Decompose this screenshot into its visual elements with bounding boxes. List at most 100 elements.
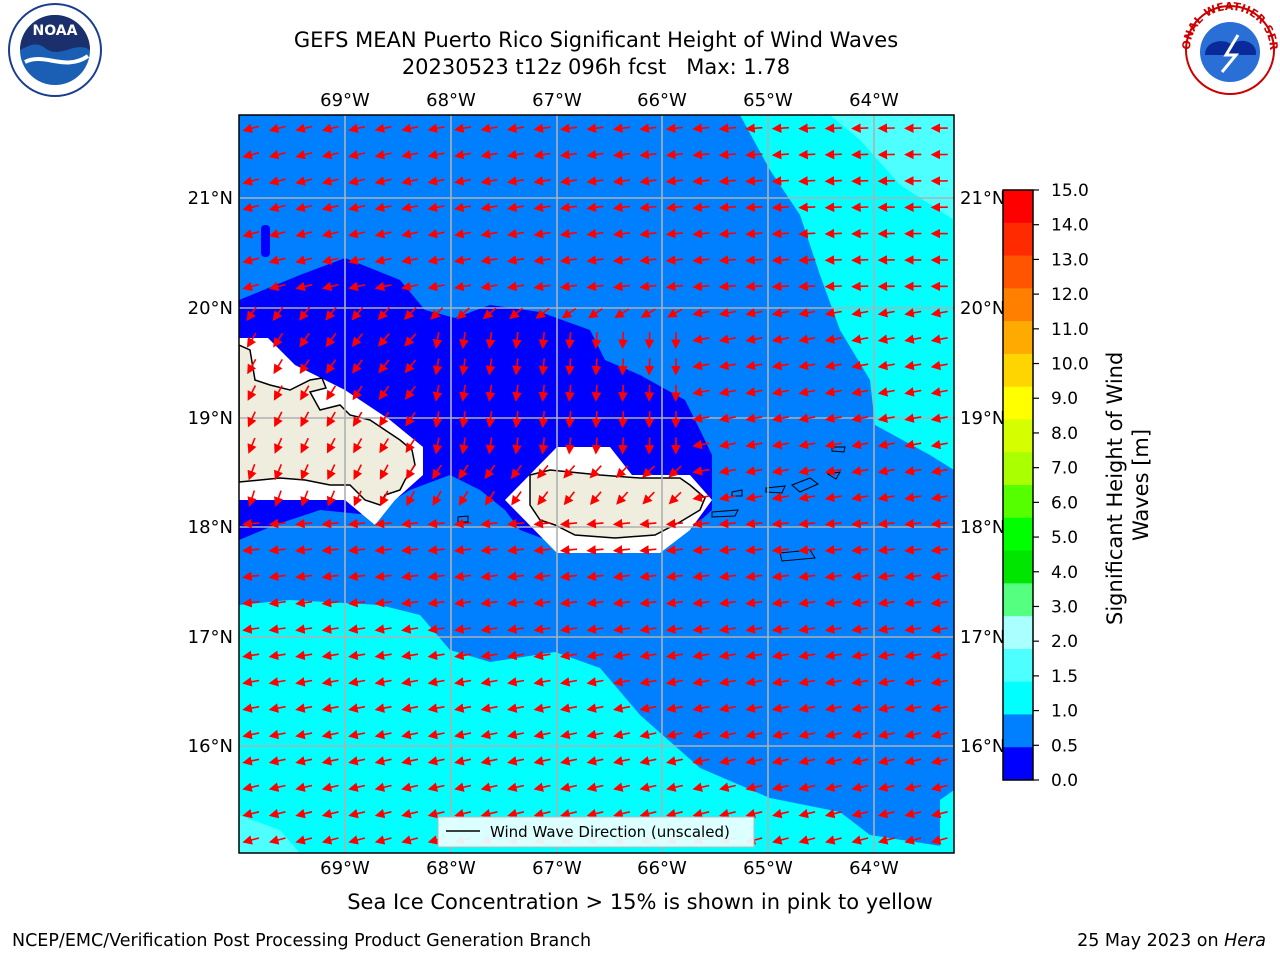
lon-tick-top: 69°W <box>320 90 370 111</box>
wind-wave-arrow <box>639 176 657 186</box>
wind-wave-arrow <box>718 466 736 476</box>
wind-wave-arrow <box>506 281 525 292</box>
wind-wave-arrow <box>295 123 313 133</box>
wind-wave-arrow <box>692 466 710 476</box>
wind-wave-arrow <box>718 571 736 582</box>
wind-wave-arrow <box>242 255 260 265</box>
wind-wave-arrow <box>401 149 419 160</box>
wind-wave-arrow <box>454 782 472 792</box>
wind-wave-arrow <box>718 439 736 450</box>
wind-wave-arrow <box>374 808 392 819</box>
wind-wave-arrow <box>824 202 842 213</box>
wind-wave-arrow <box>644 411 655 429</box>
wind-wave-arrow <box>348 176 366 186</box>
wind-wave-arrow <box>459 331 469 350</box>
wind-wave-arrow <box>824 808 842 819</box>
wind-wave-arrow <box>480 650 498 661</box>
wind-wave-arrow <box>644 437 655 455</box>
wind-wave-arrow <box>745 360 763 371</box>
wind-wave-arrow <box>512 411 522 429</box>
wind-wave-arrow <box>718 255 736 265</box>
wind-wave-arrow <box>771 703 789 713</box>
wind-wave-arrow <box>718 176 736 186</box>
wind-wave-arrow <box>904 597 922 608</box>
wind-wave-arrow <box>668 465 682 478</box>
wind-wave-arrow <box>851 545 869 555</box>
wind-wave-arrow <box>242 808 260 819</box>
wind-wave-arrow <box>586 202 604 213</box>
wind-wave-arrow <box>771 729 789 740</box>
wind-wave-arrow <box>268 650 286 661</box>
wind-wave-arrow <box>851 413 869 423</box>
wind-wave-arrow <box>300 437 310 454</box>
wind-wave-arrow <box>930 835 948 845</box>
wind-wave-arrow <box>506 228 525 239</box>
wind-wave-arrow <box>798 756 816 766</box>
wind-wave-arrow <box>615 465 629 479</box>
wind-wave-arrow <box>348 255 366 265</box>
wind-wave-arrow <box>485 411 496 429</box>
wind-wave-arrow <box>745 281 763 292</box>
wind-wave-arrow <box>246 332 257 348</box>
colorbar-swatch <box>1003 222 1033 257</box>
wind-wave-arrow <box>586 255 604 265</box>
colorbar-swatch <box>1003 353 1033 388</box>
wind-wave-arrow <box>274 490 284 507</box>
wind-wave-arrow <box>401 703 419 713</box>
wind-wave-arrow <box>877 360 895 371</box>
wind-wave-arrow <box>930 466 948 476</box>
wind-wave-arrow <box>480 756 498 766</box>
wind-wave-arrow <box>454 677 472 687</box>
wind-wave-arrow <box>510 464 522 479</box>
wind-wave-arrow <box>877 624 895 634</box>
wind-wave-arrow <box>904 703 922 713</box>
wind-wave-arrow <box>321 729 339 740</box>
wind-wave-arrow <box>401 808 419 819</box>
wind-wave-arrow <box>507 703 525 713</box>
wind-wave-arrow <box>665 571 683 582</box>
lon-tick-top: 65°W <box>743 90 793 111</box>
wind-wave-arrow <box>295 677 313 687</box>
wind-wave-arrow <box>644 331 655 350</box>
colorbar-swatch <box>1003 321 1033 355</box>
wind-wave-arrow <box>352 385 363 401</box>
wind-wave-arrow <box>454 597 472 608</box>
wind-wave-arrow <box>247 358 257 375</box>
wind-wave-arrow <box>851 281 869 292</box>
wind-wave-arrow <box>666 308 683 318</box>
wind-wave-arrow <box>533 756 551 766</box>
wind-wave-arrow <box>586 782 604 792</box>
wind-wave-arrow <box>351 333 364 348</box>
wind-wave-arrow <box>559 597 578 608</box>
wind-wave-arrow <box>480 281 498 292</box>
colorbar-tick-label: 0.0 <box>1051 771 1078 791</box>
wind-wave-arrow <box>612 756 630 766</box>
wind-wave-arrow <box>930 677 948 687</box>
wind-wave-arrow <box>851 149 869 160</box>
wind-wave-arrow <box>798 677 816 687</box>
wind-wave-arrow <box>718 518 736 529</box>
wind-wave-arrow <box>692 149 710 160</box>
wind-wave-arrow <box>321 703 339 713</box>
wind-wave-arrow <box>930 571 948 582</box>
wind-wave-arrow <box>824 439 842 450</box>
wind-wave-arrow <box>268 597 286 608</box>
wind-wave-arrow <box>771 518 789 529</box>
wind-wave-arrow <box>242 545 260 555</box>
wind-wave-arrow <box>639 571 657 582</box>
wind-wave-arrow <box>454 624 472 634</box>
wind-wave-arrow <box>454 808 472 819</box>
lat-tick-left: 19°N <box>188 408 233 429</box>
wind-wave-arrow <box>904 387 922 397</box>
wind-wave-arrow <box>533 808 551 819</box>
wind-wave-arrow <box>427 756 445 766</box>
wind-wave-arrow <box>851 597 869 608</box>
wind-wave-arrow <box>718 756 736 766</box>
wind-wave-arrow <box>798 466 816 476</box>
wind-wave-arrow <box>378 359 390 374</box>
wind-wave-arrow <box>480 808 498 819</box>
wind-wave-arrow <box>612 123 630 133</box>
wind-wave-arrow <box>512 384 522 402</box>
wind-wave-arrow <box>485 384 496 402</box>
